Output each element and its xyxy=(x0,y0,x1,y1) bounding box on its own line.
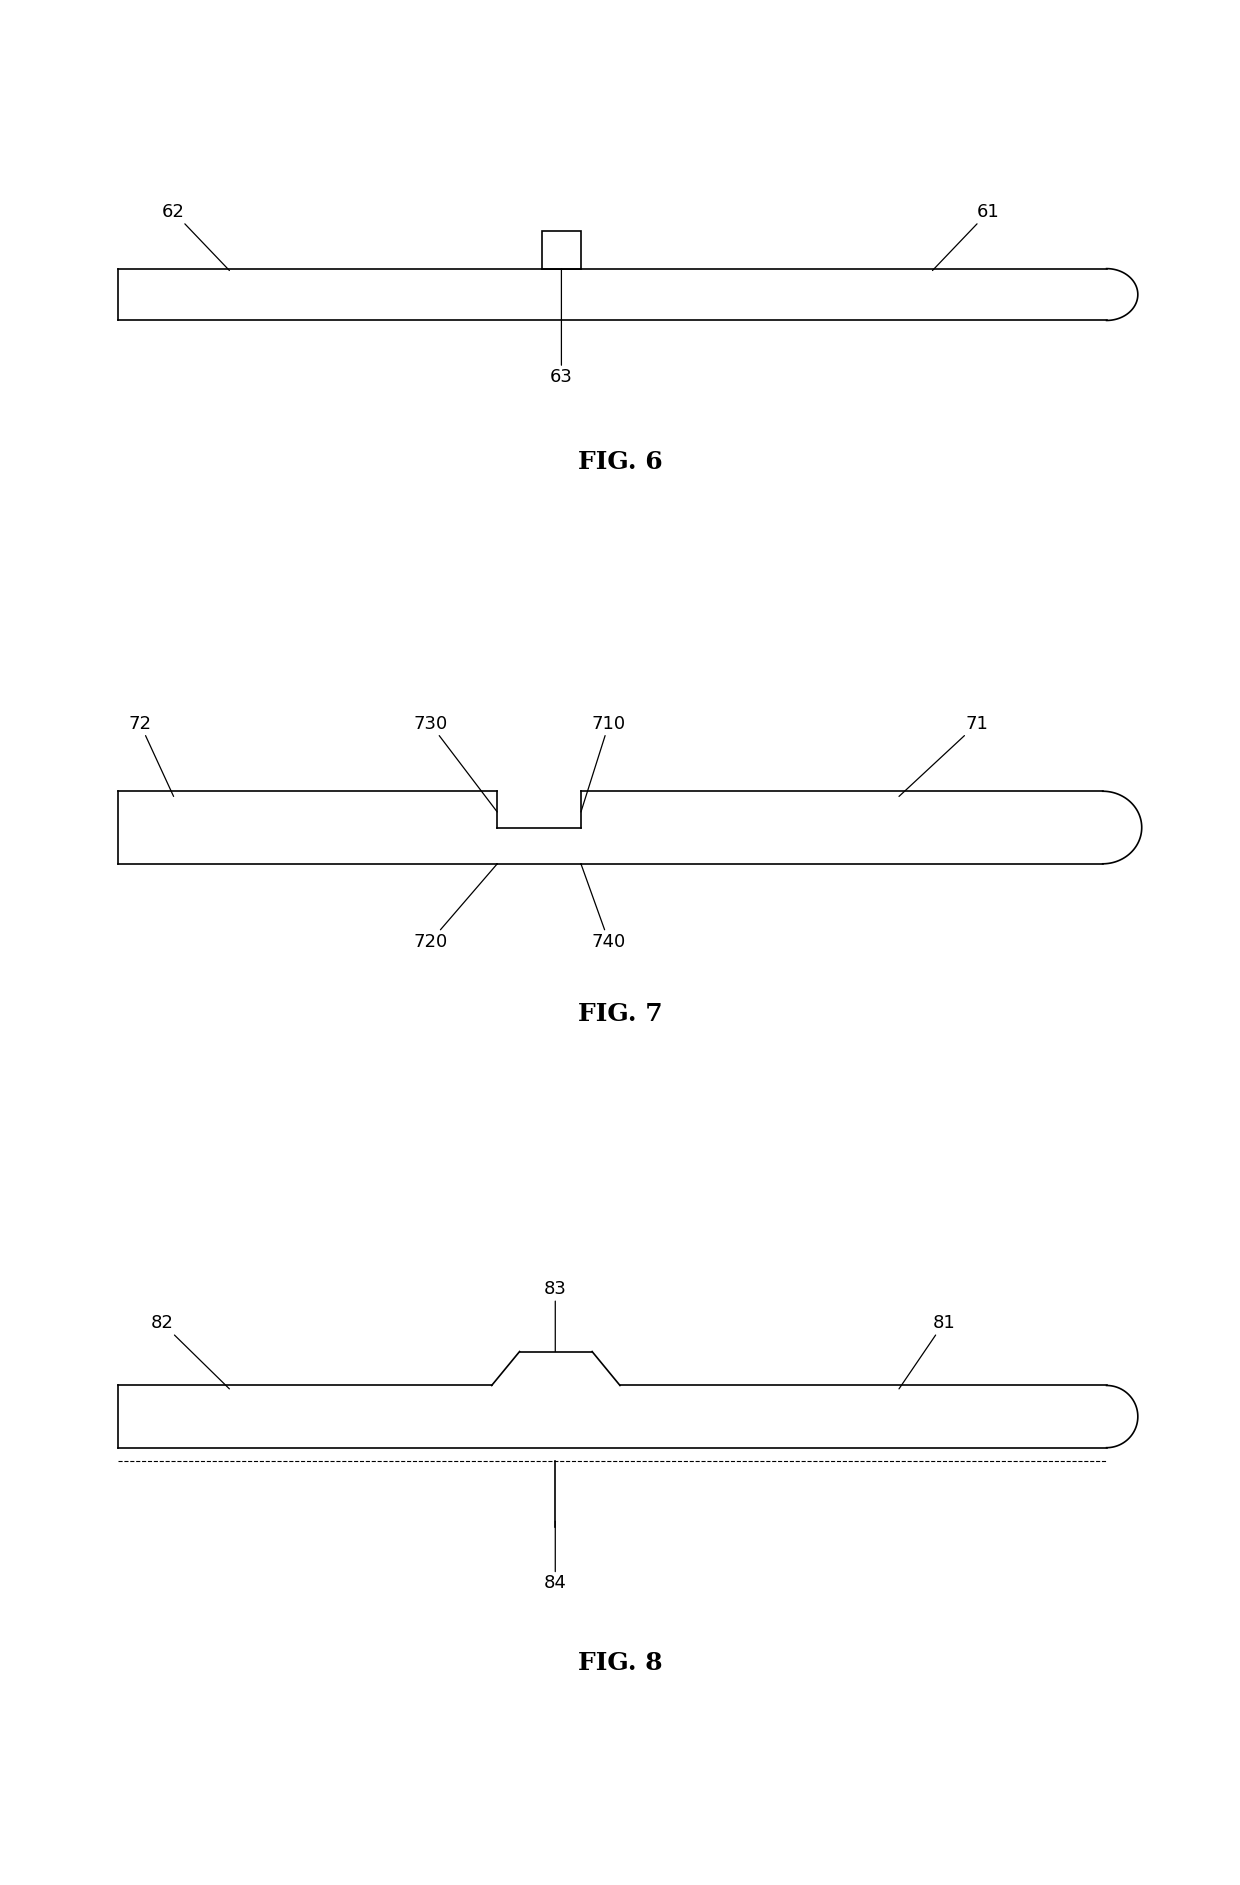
Text: 81: 81 xyxy=(899,1314,955,1389)
Text: FIG. 6: FIG. 6 xyxy=(578,451,662,473)
Text: 720: 720 xyxy=(413,863,497,950)
Text: 83: 83 xyxy=(544,1280,567,1352)
Bar xyxy=(542,230,580,268)
Text: 72: 72 xyxy=(129,714,174,795)
Bar xyxy=(118,268,1106,320)
Bar xyxy=(118,1385,491,1448)
Bar xyxy=(520,1352,593,1385)
Text: 82: 82 xyxy=(151,1314,229,1389)
Text: 71: 71 xyxy=(899,714,988,795)
Bar xyxy=(620,1385,1106,1448)
Text: 63: 63 xyxy=(551,268,573,386)
Bar xyxy=(491,1385,620,1448)
Text: FIG. 8: FIG. 8 xyxy=(578,1651,662,1674)
Bar xyxy=(497,828,580,863)
Text: 61: 61 xyxy=(932,204,999,271)
Text: 62: 62 xyxy=(162,204,229,271)
Text: 730: 730 xyxy=(413,714,497,812)
Text: 740: 740 xyxy=(580,863,626,950)
Bar xyxy=(118,792,497,863)
Bar xyxy=(580,792,1102,863)
Text: 84: 84 xyxy=(544,1521,567,1593)
Text: FIG. 7: FIG. 7 xyxy=(578,1003,662,1025)
Text: 710: 710 xyxy=(580,714,626,812)
